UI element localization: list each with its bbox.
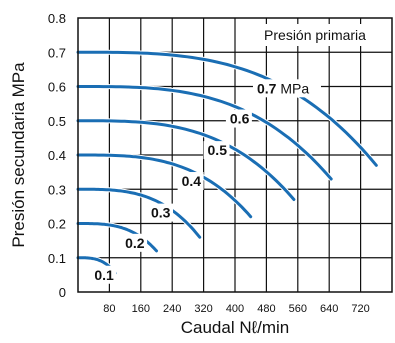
x-tick-label: 720	[351, 303, 369, 315]
curve-labels: 0.1 0.2 0.3 0.4 0.50.6 0.7 MPa	[90, 79, 321, 284]
y-axis-ticks: 0 0.1 0.2 0.3 0.4 0.5 0.6 0.7 0.8	[48, 11, 66, 300]
y-tick-label: 0.1	[48, 251, 66, 266]
x-tick-label: 400	[226, 303, 244, 315]
y-tick-label: 0.3	[48, 182, 66, 197]
x-tick-label: 480	[257, 303, 275, 315]
y-axis-title: Presión secundaria MPa	[9, 62, 28, 248]
y-tick-label: 0.8	[48, 11, 66, 26]
y-tick-label: 0.5	[48, 114, 66, 129]
unit-label: MPa	[276, 80, 309, 96]
curve-halo	[78, 186, 202, 239]
legend-box	[245, 24, 385, 46]
y-tick-label: 0.7	[48, 45, 66, 60]
curve-label-bg	[252, 79, 321, 98]
x-tick-label: 160	[132, 303, 150, 315]
y-tick-label: 0.2	[48, 217, 66, 232]
curve-0.3	[76, 187, 202, 239]
curve-label-bg	[177, 172, 204, 191]
curve-label-0.5: 0.5	[208, 142, 228, 158]
y-tick-label: 0.4	[48, 148, 66, 163]
curve-0.4	[76, 153, 253, 219]
curve-0.7	[76, 50, 378, 167]
curve-label-bg	[90, 265, 117, 284]
y-tick-label: 0.6	[48, 80, 66, 95]
x-tick-label: 240	[163, 303, 181, 315]
curve-label-0.2: 0.2	[125, 235, 145, 251]
y-tick-label: 0	[59, 285, 66, 300]
curve-label-bg	[147, 203, 174, 222]
curve-label-bg	[225, 109, 252, 128]
x-tick-label: 640	[320, 303, 338, 315]
x-tick-label: 560	[289, 303, 307, 315]
curve-0.6	[76, 85, 333, 181]
curves	[76, 49, 379, 275]
legend-title: Presión primaria	[264, 27, 366, 43]
curve-label-bg	[121, 233, 148, 252]
curve-label-0.6: 0.6	[230, 111, 250, 127]
plot-frame	[77, 17, 393, 293]
curve-label-0.3: 0.3	[151, 205, 171, 221]
x-axis-ticks: 80 160 240 320 400 480 560 640 720	[103, 303, 370, 315]
x-tick-label: 320	[194, 303, 212, 315]
curve-label-0.7: 0.7 MPa	[257, 80, 309, 96]
curve-0.5	[76, 119, 296, 201]
curve-label-0.4: 0.4	[182, 173, 202, 189]
x-axis-title: Caudal Nℓ/min	[181, 318, 289, 337]
curve-label-0.1: 0.1	[94, 267, 114, 283]
x-tick-label: 80	[103, 303, 115, 315]
curve-label-bg	[203, 141, 230, 160]
